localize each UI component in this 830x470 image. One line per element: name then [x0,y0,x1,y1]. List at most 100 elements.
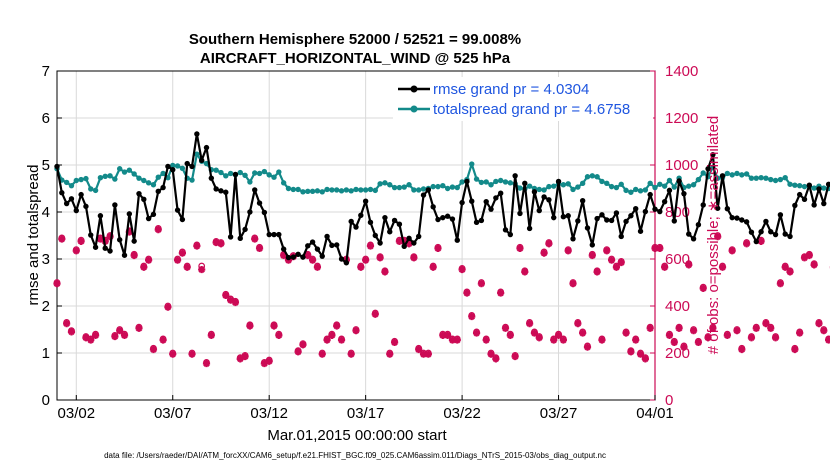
totalspread-point [396,184,403,191]
obs-assimilated-marker [511,352,519,361]
rmse-point [584,225,591,231]
obs-assimilated-marker [318,350,326,358]
obs-assimilated-marker [87,336,95,344]
obs-assimilated-marker [661,263,669,271]
totalspread-point [271,174,277,180]
obs-assimilated-marker [540,249,548,257]
grid [57,71,655,400]
totalspread-point [488,182,494,188]
rmse-point [748,229,755,235]
obs-assimilated-marker [294,348,302,356]
obs-assimilated-marker [275,331,283,339]
obs-assimilated-marker [260,359,268,368]
obs-assimilated-marker [680,343,688,351]
totalspread-point [83,175,89,182]
axes [56,70,656,401]
totalspread-point [348,188,354,194]
obs-assimilated-marker [463,289,471,297]
y-axis-label: rmse and totalspread [25,165,42,306]
obs-assimilated-marker [796,329,804,337]
x-tick-label: 03/27 [540,405,578,422]
totalspread-point [478,179,485,186]
totalspread-point [772,177,779,184]
rmse-point [309,239,316,245]
y-right-tick-label: 1000 [665,157,698,174]
totalspread-point [666,177,673,184]
rmse-point [184,160,190,167]
obs-assimilated-marker [786,268,794,276]
obs-assimilated-marker [694,338,703,347]
rmse-point [285,254,292,261]
obs-assimilated-marker [202,359,211,368]
totalspread-point [136,175,142,181]
totalspread-point [777,176,784,183]
rmse-point [116,237,123,243]
rmse-point [763,218,769,225]
rmse-point [73,207,79,214]
obs-assimilated-marker [554,331,563,339]
rmse-point [526,225,533,232]
y-tick-label: 5 [42,157,50,174]
obs-assimilated-marker [815,320,823,328]
totalspread-point [237,169,243,176]
totalspread-point [155,174,161,180]
rmse-point [478,217,485,224]
totalspread-point [690,182,697,188]
obs-assimilated-marker [521,268,529,276]
totalspread-point [599,178,605,185]
totalspread-point [493,178,499,185]
obs-assimilated-marker [419,350,428,358]
totalspread-point [657,181,663,187]
rmse-point [594,215,600,222]
rmse-point [362,198,369,204]
obs-assimilated-marker [376,254,384,262]
rmse-point [276,231,282,238]
totalspread-point [671,184,677,190]
totalspread-point [377,181,383,187]
x-tick-label: 03/17 [347,405,385,422]
totalspread-point [160,170,166,177]
obs-assimilated-marker [308,256,317,264]
obs-assimilated-marker [212,238,220,247]
obs-assimilated-marker [313,263,322,271]
totalspread-point [743,171,750,177]
rmse-point [435,216,441,223]
totalspread-point [141,177,147,184]
totalspread-point [497,177,504,184]
totalspread-point [748,175,755,181]
rmse-point [314,246,321,252]
totalspread-point [459,179,465,185]
rmse-point [59,190,65,196]
y-tick-label: 4 [42,204,50,221]
rmse-point [97,213,104,219]
x-tick-label: 03/22 [443,405,481,422]
obs-assimilated-marker [183,263,191,271]
rmse-point [112,202,118,208]
rmse-point [145,215,152,222]
obs-assimilated-marker [762,320,770,328]
totalspread-point [444,185,451,192]
totalspread-point [338,188,345,194]
rmse-point [536,207,542,214]
totalspread-point [642,187,649,193]
obs-assimilated-marker [357,263,365,271]
totalspread-point [734,170,740,177]
obs-assimilated-marker [362,256,370,264]
obs-assimilated-marker [116,327,124,335]
totalspread-point [623,187,629,194]
totalspread-point [801,183,808,190]
totalspread-point [541,187,547,193]
totalspread-point [700,170,706,176]
obs-assimilated-marker [434,244,442,253]
obs-assimilated-marker [636,350,645,358]
totalspread-point [189,177,195,183]
totalspread-point [435,183,441,190]
totalspread-point [565,181,571,187]
rmse-point [189,163,195,170]
rmse-point [155,188,161,195]
obs-assimilated-marker [776,280,784,288]
obs-assimilated-marker [304,251,312,260]
rmse-point [261,209,268,216]
totalspread-point [382,180,388,186]
obs-assimilated-marker [564,247,572,255]
